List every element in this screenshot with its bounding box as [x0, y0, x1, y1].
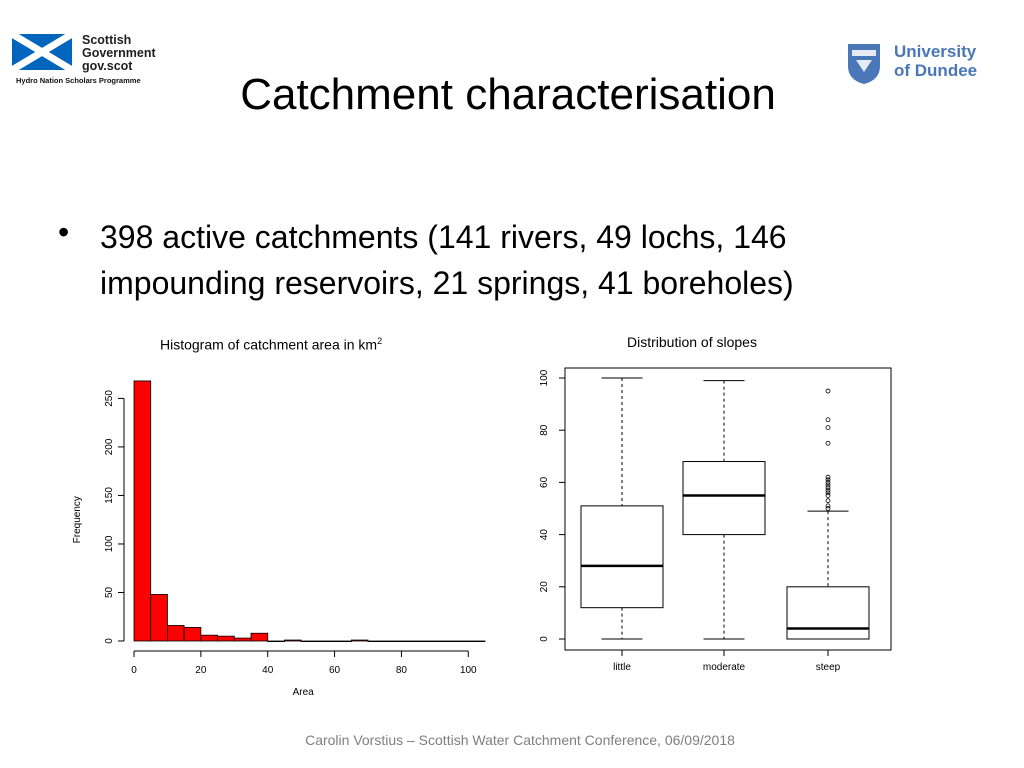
histogram-bar	[200, 634, 218, 642]
boxplot-outlier	[825, 474, 831, 480]
boxplot-outlier	[825, 493, 831, 498]
boxplot-outlier	[825, 506, 831, 511]
boxplot-y-tick-label: 0	[539, 636, 550, 642]
scottish-government-logo: Scottish Government gov.scot Hydro Natio…	[12, 32, 172, 92]
hydro-nation-tagline: Hydro Nation Scholars Programme	[16, 76, 141, 85]
boxplot-outlier	[825, 440, 831, 446]
boxplot-caption: Distribution of slopes	[627, 334, 757, 350]
histogram-y-tick-label: 50	[104, 586, 115, 598]
histogram-bar	[384, 640, 402, 643]
boxplot-x-tick-label: steep	[816, 662, 841, 673]
histogram-caption-text: Histogram of catchment area in km	[160, 336, 378, 353]
logo-gov-line2: Government	[82, 46, 156, 60]
logo-gov-line1: Scottish	[82, 33, 132, 47]
boxplot-x-tick-label: little	[613, 662, 631, 673]
boxplot-x-tick-label: moderate	[703, 662, 746, 673]
boxplot-y-tick-label: 60	[539, 476, 550, 488]
histogram-x-tick-label: 60	[329, 665, 341, 676]
boxplot-outlier	[825, 417, 831, 423]
logo-gov-line3: gov.scot	[82, 59, 133, 73]
histogram-bar	[183, 627, 202, 642]
histogram-bar	[300, 640, 319, 643]
histogram-bar	[284, 639, 302, 642]
logo-uni-line2: of Dundee	[894, 61, 978, 80]
boxplot-outlier	[825, 487, 831, 493]
histogram-x-tick-label: 40	[262, 665, 274, 676]
dundee-shield-icon	[848, 44, 880, 84]
histogram-x-label: Area	[293, 687, 315, 698]
boxplot-y-tick-label: 80	[539, 424, 550, 436]
histogram-bar	[267, 640, 285, 643]
slide-title: Catchment characterisation	[240, 70, 776, 119]
histogram-bar	[367, 640, 386, 643]
histogram-y-tick-label: 100	[104, 535, 115, 552]
histogram-x-tick-label: 20	[195, 665, 207, 676]
histogram-bar	[150, 594, 168, 642]
histogram-y-tick-label: 250	[104, 390, 115, 407]
histogram-bar	[467, 640, 486, 643]
histogram-bar	[334, 640, 352, 643]
histogram-bar	[350, 639, 369, 642]
histogram-y-tick-label: 0	[104, 638, 115, 644]
boxplot-outlier	[825, 485, 831, 491]
boxplot-frame	[564, 367, 892, 651]
histogram-bar	[133, 380, 152, 642]
histogram-bar	[401, 640, 419, 643]
boxplot-outlier	[825, 482, 831, 488]
histogram-bar	[417, 640, 436, 643]
histogram-y-tick-label: 200	[104, 438, 115, 455]
histogram-bar	[434, 640, 452, 643]
histogram-x-tick-label: 80	[396, 665, 408, 676]
histogram-bar	[451, 640, 469, 643]
boxplot-outlier	[825, 498, 831, 504]
histogram-bar	[233, 637, 252, 642]
histogram-chart: 0 20 40 60 80 100 Area 0 50 100 150 200 250 Frequency	[72, 380, 486, 698]
boxplot-box	[580, 505, 664, 609]
boxplot-outlier	[825, 490, 831, 496]
boxplot-chart: 0 20 40 60 80 100 little moderate steep	[539, 367, 892, 673]
boxplot-box	[786, 586, 870, 640]
saltire-flag-icon	[12, 34, 72, 70]
histogram-caption: Histogram of catchment area in km2	[160, 336, 382, 353]
boxplot-y-tick-label: 20	[539, 581, 550, 593]
logo-uni-line1: University	[894, 42, 977, 61]
histogram-y-label: Frequency	[72, 496, 83, 543]
histogram-bar	[317, 640, 335, 643]
boxplot-outlier	[825, 388, 831, 394]
bullet-marker: •	[58, 214, 70, 250]
histogram-bar	[250, 632, 269, 642]
university-of-dundee-logo: University of Dundee	[846, 40, 996, 90]
boxplot-outlier	[825, 480, 831, 485]
histogram-caption-sup: 2	[377, 336, 383, 346]
histogram-bar	[217, 635, 235, 642]
histogram-x-tick-label: 0	[131, 665, 137, 676]
bullet-text: 398 active catchments (141 rivers, 49 lo…	[100, 219, 794, 301]
boxplot-outlier	[825, 503, 831, 509]
boxplot-outlier	[825, 425, 831, 430]
boxplot-outlier	[825, 477, 831, 483]
boxplot-y-tick-label: 40	[539, 529, 550, 541]
histogram-y-tick-label: 150	[104, 487, 115, 504]
boxplot-box	[682, 461, 766, 536]
boxplot-y-tick-label: 100	[539, 369, 550, 386]
footer-text: Carolin Vorstius – Scottish Water Catchm…	[305, 732, 735, 748]
histogram-x-tick-label: 100	[460, 665, 477, 676]
histogram-bar	[167, 625, 185, 642]
